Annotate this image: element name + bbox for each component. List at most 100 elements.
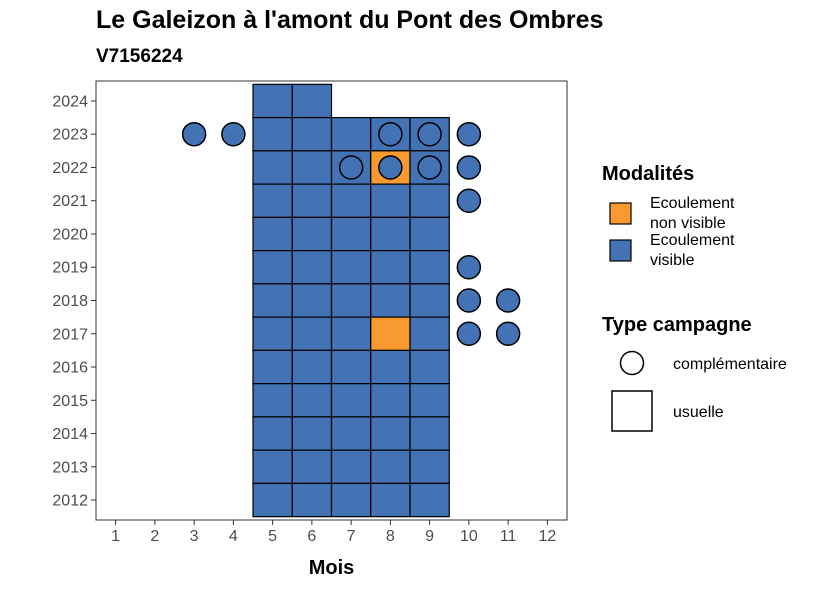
point-2022-7 bbox=[338, 155, 364, 180]
tile-2013-9 bbox=[409, 449, 450, 485]
tile-2013-6 bbox=[291, 449, 333, 485]
point-2023-4 bbox=[221, 121, 246, 147]
y-tick-label-2021: 2021 bbox=[52, 193, 88, 210]
point-2022-8 bbox=[378, 155, 403, 180]
point-2023-10 bbox=[456, 121, 482, 147]
tile-2016-7 bbox=[330, 349, 372, 385]
legend-modalites-title: Modalités bbox=[602, 163, 694, 185]
tile-2014-9 bbox=[409, 416, 450, 451]
tile-2018-7 bbox=[330, 283, 372, 318]
y-tick-label-2013: 2013 bbox=[52, 459, 88, 476]
tile-2015-8 bbox=[370, 383, 411, 418]
x-tick-label-8: 8 bbox=[386, 528, 395, 545]
x-tick-label-10: 10 bbox=[460, 528, 478, 545]
y-tick-label-2012: 2012 bbox=[52, 493, 88, 510]
y-tick-label-2017: 2017 bbox=[52, 326, 88, 343]
chart-subtitle: V7156224 bbox=[96, 46, 183, 67]
legend-modalite-label-0-line1: Ecoulement bbox=[650, 195, 735, 212]
tile-2017-5 bbox=[252, 316, 293, 351]
y-tick-label-2015: 2015 bbox=[52, 393, 88, 410]
tile-2019-5 bbox=[252, 250, 293, 285]
y-tick-label-2023: 2023 bbox=[52, 127, 88, 144]
tile-2020-5 bbox=[252, 216, 293, 252]
tile-2021-7 bbox=[330, 183, 372, 218]
x-tick-label-1: 1 bbox=[111, 528, 120, 545]
tile-2014-7 bbox=[330, 416, 372, 451]
tile-2024-5 bbox=[252, 83, 293, 119]
tile-2023-5 bbox=[252, 116, 293, 152]
x-tick-label-11: 11 bbox=[500, 528, 517, 545]
tile-2021-5 bbox=[252, 183, 293, 218]
point-2017-11 bbox=[495, 321, 521, 347]
tile-2018-5 bbox=[252, 283, 293, 318]
point-2022-9 bbox=[417, 155, 442, 180]
legend-modalite-key-1 bbox=[609, 239, 632, 262]
legend-campagne-circle-icon bbox=[619, 350, 645, 376]
legend-campagne-title: Type campagne bbox=[602, 314, 752, 336]
tile-2015-6 bbox=[291, 383, 333, 418]
tile-2018-8 bbox=[370, 283, 411, 318]
tile-2020-7 bbox=[330, 216, 372, 252]
tile-2014-5 bbox=[252, 416, 293, 451]
tile-2023-7 bbox=[330, 116, 372, 152]
legend-modalite-key-0 bbox=[609, 202, 632, 225]
tile-2012-5 bbox=[252, 482, 293, 518]
tile-2020-8 bbox=[370, 216, 411, 252]
y-tick-label-2022: 2022 bbox=[52, 160, 88, 177]
tile-2019-9 bbox=[409, 250, 450, 285]
y-tick-label-2020: 2020 bbox=[52, 226, 88, 243]
legend-modalite-label-1-line2: visible bbox=[650, 252, 695, 269]
x-axis-label: Mois bbox=[309, 557, 355, 579]
tile-2012-9 bbox=[409, 482, 450, 518]
tile-2017-7 bbox=[330, 316, 372, 351]
tile-2021-8 bbox=[370, 183, 411, 218]
x-tick-label-12: 12 bbox=[538, 528, 556, 545]
tile-2021-9 bbox=[409, 183, 450, 218]
point-2023-3 bbox=[181, 121, 207, 147]
y-tick-label-2024: 2024 bbox=[52, 93, 88, 110]
x-tick-label-6: 6 bbox=[307, 528, 316, 545]
point-2019-10 bbox=[456, 254, 482, 280]
tile-2024-6 bbox=[291, 83, 333, 119]
tile-2015-9 bbox=[409, 383, 450, 418]
x-tick-label-4: 4 bbox=[229, 528, 238, 545]
point-2023-9 bbox=[417, 121, 442, 147]
x-tick-label-2: 2 bbox=[150, 528, 159, 545]
tile-2023-6 bbox=[291, 116, 333, 152]
tile-2014-8 bbox=[370, 416, 411, 451]
x-tick-label-7: 7 bbox=[347, 528, 356, 545]
point-2017-10 bbox=[456, 321, 482, 347]
tile-2016-8 bbox=[370, 349, 411, 385]
tile-2017-6 bbox=[291, 316, 333, 351]
tile-2018-9 bbox=[409, 283, 450, 318]
tile-2016-6 bbox=[291, 349, 333, 385]
x-tick-label-5: 5 bbox=[268, 528, 277, 545]
point-2023-8 bbox=[378, 121, 403, 147]
y-tick-label-2018: 2018 bbox=[52, 293, 88, 310]
tile-2022-5 bbox=[252, 150, 293, 185]
tile-2012-7 bbox=[330, 482, 372, 518]
legend-modalite-label-1-line1: Ecoulement bbox=[650, 232, 735, 249]
legend-campagne-label-1: usuelle bbox=[673, 404, 724, 421]
tile-2020-6 bbox=[291, 216, 333, 252]
tile-2017-9 bbox=[409, 316, 450, 351]
legend-campagne-label-0: complémentaire bbox=[673, 356, 787, 373]
point-2018-11 bbox=[495, 288, 521, 313]
y-tick-label-2019: 2019 bbox=[52, 260, 88, 277]
legend-modalite-label-0-line2: non visible bbox=[650, 215, 726, 232]
tile-2021-6 bbox=[291, 183, 333, 218]
x-tick-label-9: 9 bbox=[425, 528, 434, 545]
y-tick-label-2016: 2016 bbox=[52, 360, 88, 377]
chart-title: Le Galeizon à l'amont du Pont des Ombres bbox=[96, 6, 604, 34]
point-2022-10 bbox=[456, 155, 482, 180]
tile-2022-6 bbox=[291, 150, 333, 185]
tile-2019-7 bbox=[330, 250, 372, 285]
point-2021-10 bbox=[456, 188, 482, 213]
tile-2016-5 bbox=[252, 349, 293, 385]
tile-2019-6 bbox=[291, 250, 333, 285]
tile-2015-5 bbox=[252, 383, 293, 418]
point-2018-10 bbox=[456, 288, 482, 313]
tile-2017-8 bbox=[370, 316, 411, 351]
tile-2015-7 bbox=[330, 383, 372, 418]
x-tick-label-3: 3 bbox=[190, 528, 199, 545]
